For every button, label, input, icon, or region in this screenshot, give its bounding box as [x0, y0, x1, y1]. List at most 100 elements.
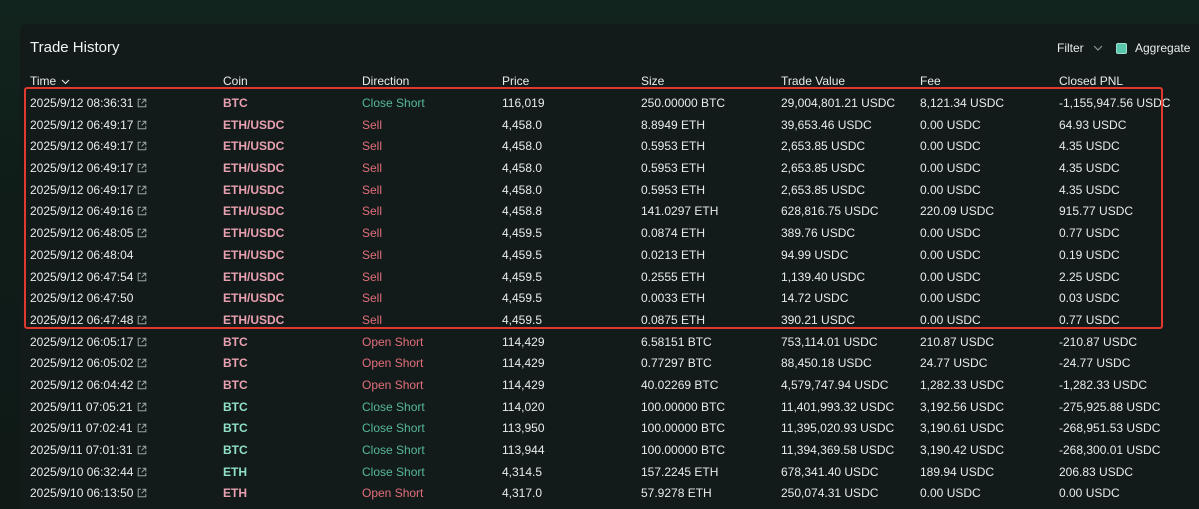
price-cell: 114,429	[502, 377, 545, 392]
trade-value-cell: 88,450.18 USDC	[781, 356, 872, 371]
time-text: 2025/9/10 06:32:44	[30, 464, 134, 479]
coin-cell[interactable]: BTC	[223, 399, 248, 414]
price-cell: 114,429	[502, 356, 545, 371]
coin-cell[interactable]: BTC	[223, 96, 248, 110]
price-cell: 113,950	[502, 421, 545, 436]
external-link-icon[interactable]	[137, 357, 147, 371]
time-cell: 2025/9/12 06:48:04	[30, 248, 133, 262]
time-cell: 2025/9/12 06:47:48	[30, 313, 147, 328]
direction-cell: Open Short	[362, 334, 424, 349]
time-cell: 2025/9/12 06:47:54	[30, 270, 147, 285]
coin-cell[interactable]: BTC	[223, 443, 248, 457]
column-header-size[interactable]: Size	[641, 74, 665, 88]
column-header-time[interactable]: Time	[30, 74, 70, 88]
closed-pnl-cell: -24.77 USDC	[1059, 356, 1131, 371]
aggregate-checkbox[interactable]	[1116, 42, 1127, 54]
closed-pnl-cell: 4.35 USDC	[1059, 161, 1120, 176]
trade-table-body: 2025/9/12 08:36:31 BTC Close Short 116,0…	[20, 92, 1199, 504]
table-row: 2025/9/12 06:49:17 ETH/USDC Sell 4,458.0…	[20, 179, 1199, 201]
coin-cell[interactable]: ETH/USDC	[223, 269, 285, 284]
price-cell: 113,944	[502, 443, 545, 457]
table-row: 2025/9/12 06:48:04 ETH/USDC Sell 4,459.5…	[20, 244, 1199, 266]
external-link-icon[interactable]	[137, 401, 147, 415]
size-cell: 0.0033 ETH	[641, 291, 706, 306]
coin-cell[interactable]: ETH/USDC	[223, 161, 285, 176]
price-cell: 4,317.0	[502, 486, 543, 501]
time-text: 2025/9/12 06:05:02	[30, 356, 134, 371]
coin-cell[interactable]: BTC	[223, 421, 248, 436]
size-cell: 8.8949 ETH	[641, 117, 706, 132]
direction-cell: Open Short	[362, 356, 424, 371]
filter-dropdown[interactable]: Filter	[1057, 41, 1103, 55]
external-link-icon[interactable]	[137, 422, 147, 436]
column-header-trade-value[interactable]: Trade Value	[781, 74, 846, 88]
table-header: Time Coin Direction Price Size Trade Val…	[20, 74, 1199, 90]
aggregate-toggle[interactable]: Aggregate	[1116, 41, 1190, 55]
price-cell: 4,459.5	[502, 269, 543, 284]
column-header-direction[interactable]: Direction	[362, 74, 410, 88]
trade-value-cell: 753,114.01 USDC	[781, 334, 878, 349]
coin-cell[interactable]: ETH/USDC	[223, 139, 285, 154]
coin-cell[interactable]: ETH/USDC	[223, 204, 285, 219]
table-row: 2025/9/12 06:49:16 ETH/USDC Sell 4,458.8…	[20, 200, 1199, 222]
direction-cell: Close Short	[362, 464, 425, 479]
column-header-closed-pnl[interactable]: Closed PNL	[1059, 74, 1124, 88]
table-row: 2025/9/12 06:48:05 ETH/USDC Sell 4,459.5…	[20, 222, 1199, 244]
coin-cell[interactable]: ETH/USDC	[223, 291, 285, 306]
coin-cell[interactable]: ETH/USDC	[223, 182, 285, 197]
external-link-icon[interactable]	[137, 466, 147, 480]
external-link-icon[interactable]	[137, 379, 147, 393]
coin-cell[interactable]: BTC	[223, 377, 248, 392]
trade-value-cell: 390.21 USDC	[781, 312, 856, 327]
trade-value-cell: 1,139.40 USDC	[781, 269, 866, 284]
coin-cell[interactable]: ETH/USDC	[223, 247, 285, 262]
trade-value-cell: 11,401,993.32 USDC	[781, 399, 895, 414]
external-link-icon[interactable]	[137, 314, 147, 328]
size-cell: 0.5953 ETH	[641, 182, 706, 197]
trade-value-cell: 11,395,020.93 USDC	[781, 421, 895, 436]
column-header-label: Time	[30, 74, 57, 88]
column-header-coin[interactable]: Coin	[223, 74, 248, 88]
coin-cell[interactable]: ETH	[223, 486, 247, 501]
time-cell: 2025/9/12 06:05:17	[30, 335, 147, 350]
coin-cell[interactable]: ETH/USDC	[223, 117, 285, 132]
direction-cell: Sell	[362, 204, 383, 219]
time-text: 2025/9/12 06:47:48	[30, 312, 134, 327]
column-header-price[interactable]: Price	[502, 74, 530, 88]
fee-cell: 189.94 USDC	[920, 464, 995, 479]
fee-cell: 220.09 USDC	[920, 204, 995, 219]
external-link-icon[interactable]	[137, 271, 147, 285]
external-link-icon[interactable]	[137, 336, 147, 350]
size-cell: 0.2555 ETH	[641, 269, 706, 284]
direction-cell: Close Short	[362, 421, 425, 436]
external-link-icon[interactable]	[137, 444, 147, 458]
external-link-icon[interactable]	[137, 119, 147, 133]
price-cell: 4,458.8	[502, 204, 543, 219]
direction-cell: Sell	[362, 269, 383, 284]
size-cell: 0.5953 ETH	[641, 139, 706, 154]
coin-cell[interactable]: ETH	[223, 464, 247, 479]
external-link-icon[interactable]	[137, 205, 147, 219]
external-link-icon[interactable]	[137, 162, 147, 176]
filter-label: Filter	[1057, 41, 1084, 55]
external-link-icon[interactable]	[137, 487, 147, 501]
external-link-icon[interactable]	[137, 184, 147, 198]
coin-cell[interactable]: ETH/USDC	[223, 312, 285, 327]
time-cell: 2025/9/12 06:48:05	[30, 226, 147, 241]
table-row: 2025/9/10 06:32:44 ETH Close Short 4,314…	[20, 461, 1199, 483]
external-link-icon[interactable]	[137, 227, 147, 241]
table-row: 2025/9/12 06:05:17 BTC Open Short 114,42…	[20, 331, 1199, 353]
external-link-icon[interactable]	[137, 97, 147, 111]
coin-cell[interactable]: BTC	[223, 356, 248, 371]
price-cell: 4,458.0	[502, 117, 543, 132]
coin-cell[interactable]: BTC	[223, 334, 248, 349]
column-header-fee[interactable]: Fee	[920, 74, 941, 88]
coin-cell[interactable]: ETH/USDC	[223, 226, 285, 241]
external-link-icon[interactable]	[137, 140, 147, 154]
closed-pnl-cell: 2.25 USDC	[1059, 269, 1120, 284]
price-cell: 4,314.5	[502, 464, 543, 479]
fee-cell: 3,190.42 USDC	[920, 443, 1005, 457]
table-row: 2025/9/11 07:01:31 BTC Close Short 113,9…	[20, 439, 1199, 461]
trade-value-cell: 2,653.85 USDC	[781, 139, 866, 154]
direction-cell: Sell	[362, 182, 383, 197]
